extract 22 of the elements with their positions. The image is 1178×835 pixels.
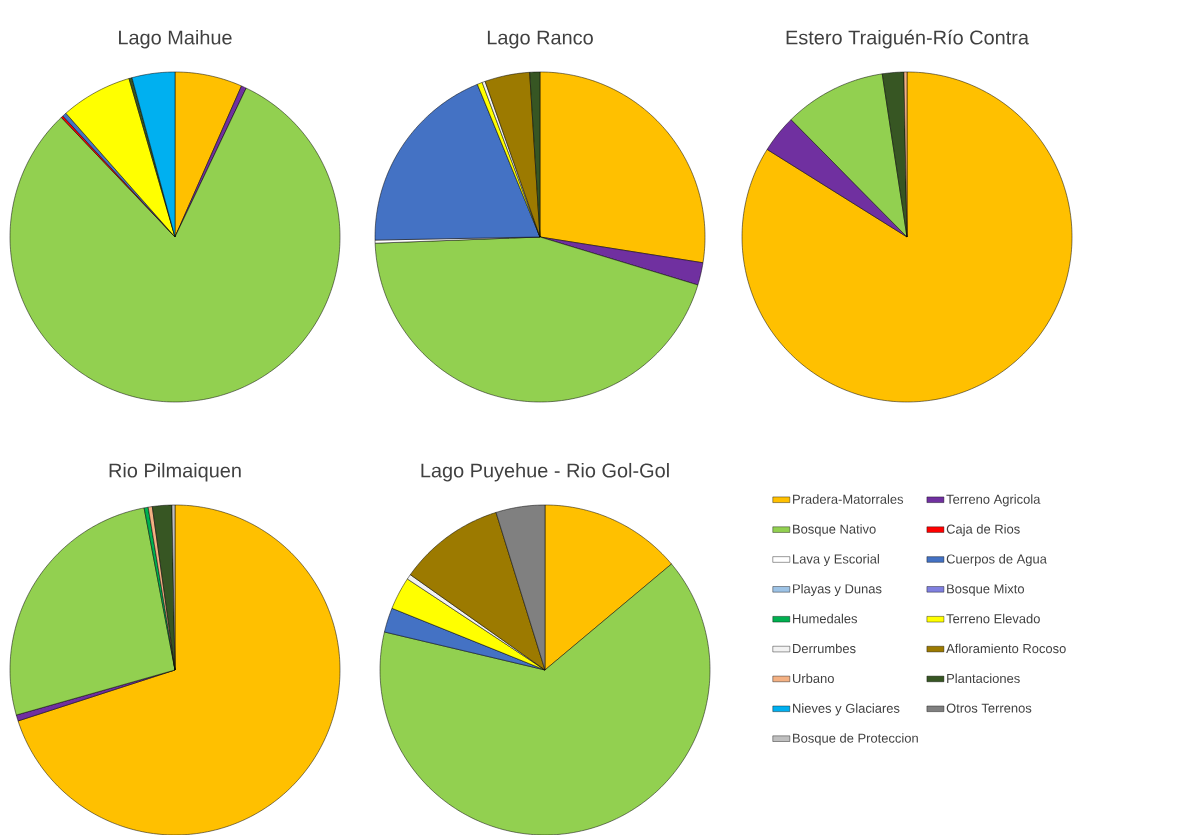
legend-label: Derrumbes bbox=[793, 643, 856, 654]
chart-title: Estero Traiguén-Río Contra bbox=[786, 29, 1029, 49]
legend-label: Terreno Agricola bbox=[946, 494, 1041, 507]
legend-label: Afloramiento Rocoso bbox=[946, 643, 1066, 654]
legend-label: Humedales bbox=[793, 613, 858, 624]
legend-label: Bosque de Proteccion bbox=[793, 733, 918, 746]
legend-label: Urbano bbox=[793, 673, 834, 684]
legend-label: Nieves y Glaciares bbox=[793, 703, 900, 716]
legend-label: Lava y Escorial bbox=[793, 554, 879, 567]
legend-label: Terreno Elevado bbox=[946, 613, 1040, 624]
legend-label: Bosque Mixto bbox=[947, 583, 1025, 596]
chart-title: Lago Ranco bbox=[487, 30, 593, 49]
legend-label: Otros Terrenos bbox=[946, 703, 1032, 713]
chart-title: Rio Pilmaiquen bbox=[109, 462, 241, 482]
legend-label: Cuerpos de Agua bbox=[946, 554, 1047, 567]
chart-title: Lago Puyehue - Rio Gol-Gol bbox=[421, 462, 669, 482]
legend-label: Playas y Dunas bbox=[793, 583, 882, 596]
legend-label: Caja de Rios bbox=[946, 524, 1020, 537]
legend-label: Plantaciones bbox=[947, 673, 1020, 684]
legend-label: Pradera-Matorrales bbox=[793, 494, 904, 504]
legend-label: Bosque Nativo bbox=[793, 524, 876, 537]
chart-title: Lago Maihue bbox=[119, 29, 232, 49]
